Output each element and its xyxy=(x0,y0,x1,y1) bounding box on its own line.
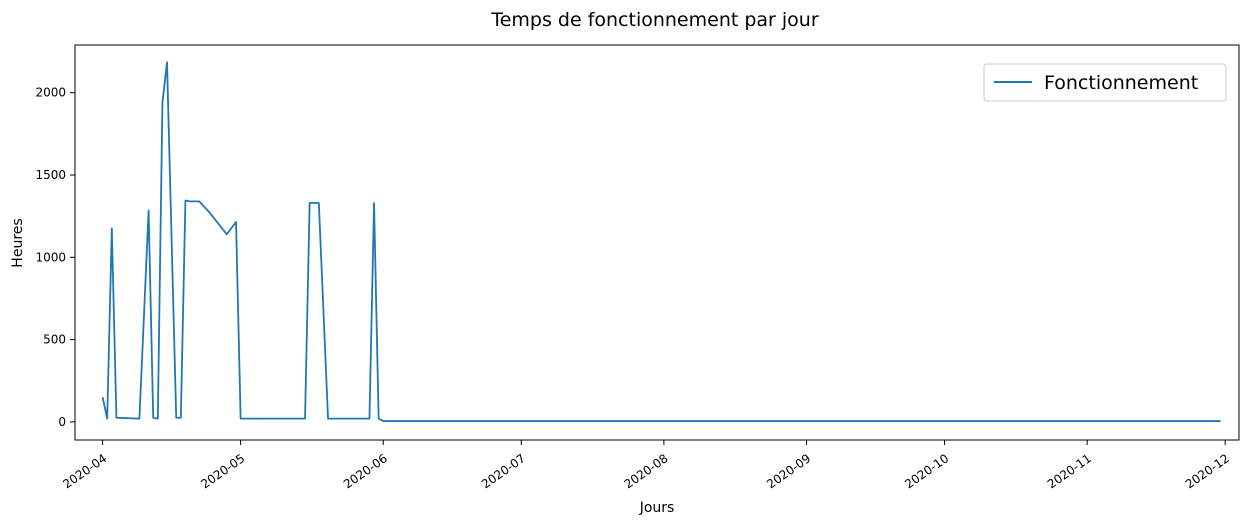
x-tick-label: 2020-07 xyxy=(479,451,528,491)
y-tick-label: 0 xyxy=(58,415,66,429)
y-axis-label: Heures xyxy=(10,218,26,267)
y-tick-label: 1000 xyxy=(35,250,66,264)
x-tick-label: 2020-09 xyxy=(764,451,813,491)
x-tick-label: 2020-06 xyxy=(341,451,390,491)
x-tick-label: 2020-08 xyxy=(622,451,671,491)
legend-box xyxy=(983,63,1227,102)
x-tick-label: 2020-04 xyxy=(60,451,109,491)
series-lines xyxy=(101,61,1221,422)
x-tick-label: 2020-12 xyxy=(1183,451,1232,491)
x-tick-label: 2020-05 xyxy=(198,451,247,491)
y-axis-ticks: 0 500 1000 1500 2000 xyxy=(35,86,75,429)
y-tick-label: 2000 xyxy=(35,86,66,100)
x-tick-label: 2020-10 xyxy=(902,451,951,491)
y-tick-label: 1500 xyxy=(35,168,66,182)
y-tick-label: 500 xyxy=(43,333,66,347)
x-axis-label: Jours xyxy=(639,500,675,516)
chart-title: Temps de fonctionnement par jour xyxy=(490,9,819,31)
x-tick-label: 2020-11 xyxy=(1045,451,1094,491)
series-line-fonctionnement xyxy=(101,61,1221,422)
legend-label: Fonctionnement xyxy=(1044,72,1198,94)
legend: Fonctionnement xyxy=(983,63,1227,102)
plot-frame xyxy=(74,44,1240,441)
x-axis-ticks: 2020-04 2020-05 2020-06 2020-07 2020-08 2020-… xyxy=(60,440,1232,491)
